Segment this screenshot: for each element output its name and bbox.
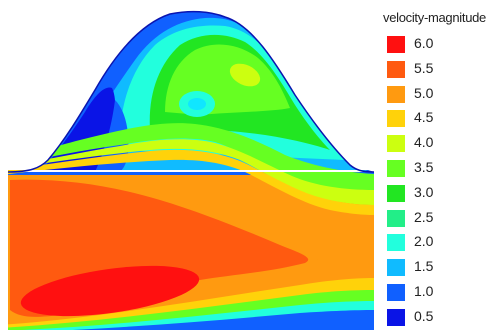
colorbar-swatch: [387, 60, 405, 78]
colorbar-tick-label: 5.0: [414, 84, 434, 101]
colorbar-tick-label: 5.5: [414, 59, 434, 76]
bottom-blue-band: [8, 310, 374, 330]
hill-cyan-core: [188, 98, 206, 110]
colorbar-tick-label: 1.0: [414, 283, 434, 299]
velocity-field: [8, 11, 374, 330]
colorbar-tick-label: 4.0: [414, 134, 434, 151]
colorbar-swatch: [387, 308, 405, 326]
colorbar-swatch: [387, 110, 405, 128]
channel-yellowgreen-band: [8, 139, 374, 205]
channel-red-core: [20, 265, 200, 317]
colorbar-tick-label: 4.5: [414, 109, 434, 126]
domain-outline: [7, 10, 375, 173]
colorbar-swatch: [387, 36, 405, 53]
colorbar-tick-label: 0.5: [414, 307, 434, 324]
colorbar-swatch: [387, 284, 405, 301]
colorbar-tick-label: 1.5: [414, 258, 434, 275]
colorbar-tick-label: 6.0: [414, 35, 434, 51]
colorbar-swatch: [387, 85, 405, 103]
contour-plot: [7, 10, 375, 330]
colorbar-swatch: [387, 259, 405, 277]
channel-yellow-band: [8, 149, 374, 215]
colorbar-swatch: [387, 160, 405, 177]
colorbar-tick-label: 3.0: [414, 183, 434, 200]
colorbar-title: velocity-magnitude: [383, 10, 486, 25]
colorbar-swatch: [387, 135, 405, 153]
colorbar-tick-label: 2.5: [414, 208, 434, 225]
colorbar-swatch: [387, 209, 405, 227]
colorbar-swatch: [387, 234, 405, 252]
colorbar-swatch: [387, 184, 405, 202]
colorbar-tick-label: 2.0: [414, 233, 434, 250]
hill-yellowgreen-spot: [229, 63, 261, 87]
colorbar-tick-label: 3.5: [414, 159, 434, 175]
